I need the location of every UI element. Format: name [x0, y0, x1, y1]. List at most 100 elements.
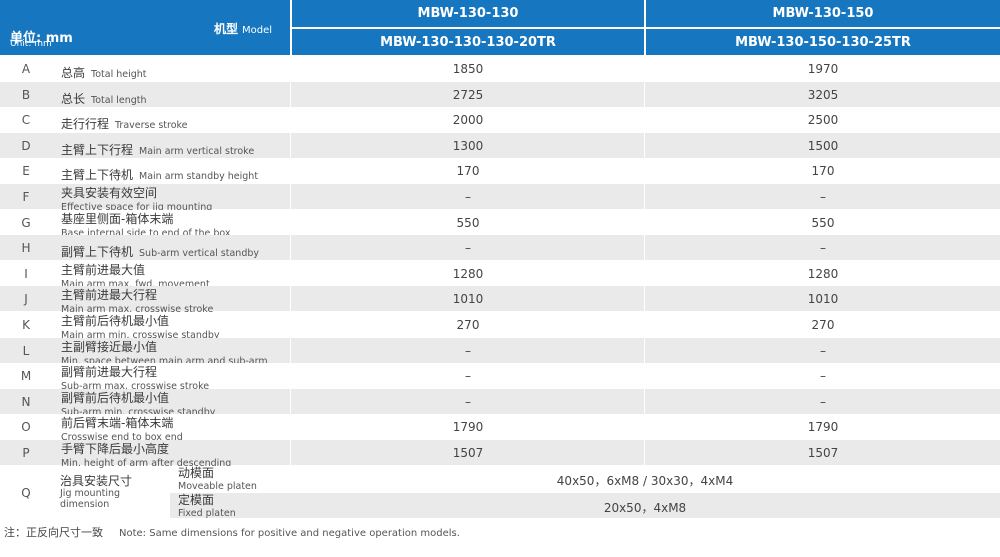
- table-row: H 副臂上下待机 Sub-arm vertical standby – –: [0, 235, 1000, 260]
- col2-value: 1790: [807, 420, 839, 434]
- row-label: 总长 Total length: [61, 88, 147, 107]
- column-divider: [290, 133, 291, 158]
- column-divider: [290, 261, 291, 286]
- col1-value: 1280: [452, 267, 484, 281]
- fixed-platen-label: 定模面 Fixed platen: [178, 494, 236, 519]
- col1-value: –: [465, 241, 471, 255]
- column-divider: [290, 107, 291, 132]
- row-label: 副臂前后待机最小值 Sub-arm min. crosswise standby: [61, 391, 215, 418]
- col1-model-top: MBW-130-130: [292, 0, 644, 27]
- row-letter: A: [21, 62, 31, 76]
- row-letter: E: [22, 164, 30, 178]
- table-row: F 夹具安装有效空间 Effective space for jig mountin…: [0, 184, 1000, 213]
- unit-label-cn: 单位: mm: [10, 31, 73, 46]
- column-divider: [290, 389, 291, 414]
- row-label-en: Crosswise end to box end: [61, 432, 183, 443]
- col2-value: –: [820, 344, 826, 358]
- column-divider: [644, 261, 645, 286]
- column-divider: [644, 56, 645, 81]
- column-divider: [290, 338, 291, 363]
- model-label-cn: 机型: [213, 22, 238, 36]
- footnote-cn: 注：正反向尺寸一致: [4, 526, 103, 539]
- row-label-en: Main arm vertical stroke: [139, 146, 255, 157]
- moveable-platen-cn: 动模面: [178, 466, 215, 480]
- col1-value: 550: [456, 216, 480, 230]
- row-letter: F: [22, 190, 30, 204]
- col1-value: –: [465, 190, 471, 204]
- row-label-en: Base internal side to end of the box: [61, 228, 231, 239]
- table-row: J 主臂前进最大行程 Main arm max. crosswise stroke 1…: [0, 286, 1000, 315]
- row-letter: J: [24, 292, 28, 306]
- column-divider: [290, 210, 291, 235]
- col2-value: 1280: [807, 267, 839, 281]
- col2-value: 3205: [807, 88, 839, 102]
- row-label-en: Min. space between main arm and sub-arm: [61, 356, 268, 367]
- row-label-en: Min. height of arm after descending: [61, 458, 232, 469]
- column-divider: [290, 312, 291, 337]
- row-label-cn: 手臂下降后最小高度: [61, 442, 170, 456]
- row-label-en: Effective space for jig mounting: [61, 202, 213, 213]
- row-label-cn: 基座里侧面-箱体末端: [61, 212, 174, 226]
- col1-value: 170: [456, 164, 480, 178]
- row-letter: G: [21, 216, 31, 230]
- moveable-platen-value: 40x50，6xM8 / 30x30，4xM4: [556, 474, 734, 488]
- row-label: 总高 Total height: [61, 62, 147, 81]
- table-row: A 总高 Total height 1850 1970: [0, 56, 1000, 81]
- row-label: 夹具安装有效空间 Effective space for jig mounting: [61, 186, 212, 213]
- col2-value: –: [820, 241, 826, 255]
- col1-value: 1507: [452, 446, 484, 460]
- col2-value: 170: [811, 164, 835, 178]
- col1-value: –: [465, 369, 471, 383]
- row-label-en: Main arm min. crosswise standby: [61, 330, 220, 341]
- row-label-en: Traverse stroke: [115, 120, 188, 131]
- column-divider: [644, 363, 645, 388]
- row-letter: L: [22, 344, 30, 358]
- row-letter: K: [22, 318, 30, 332]
- row-label-cn: 副臂前进最大行程: [61, 365, 158, 379]
- fixed-platen-en: Fixed platen: [178, 508, 236, 519]
- col2-model-top: MBW-130-150: [646, 0, 1000, 27]
- row-letter: N: [21, 395, 31, 409]
- column-divider: [644, 82, 645, 107]
- row-label-cn: 主臂上下行程: [61, 143, 134, 157]
- column-divider: [644, 133, 645, 158]
- moveable-platen-en: Moveable platen: [178, 481, 257, 492]
- row-label-cn: 夹具安装有效空间: [61, 186, 158, 200]
- row-letter: I: [24, 267, 28, 281]
- header-label-cell: 机型 Model 单位: mm Unit: mm: [0, 0, 290, 55]
- row-label-cn: 走行行程: [61, 117, 110, 131]
- column-divider: [644, 440, 645, 465]
- fixed-platen-value: 20x50，4xM8: [603, 501, 687, 515]
- column-divider: [290, 56, 291, 81]
- col2-value: –: [820, 369, 826, 383]
- column-divider: [290, 184, 291, 209]
- row-label: 手臂下降后最小高度 Min. height of arm after descen…: [61, 442, 231, 469]
- row-label-en: Sub-arm vertical standby: [139, 248, 259, 259]
- table-row: O 前后臂末端-箱体末端 Crosswise end to box end 1790 1…: [0, 414, 1000, 443]
- footnote-en: Note: Same dimensions for positive and n…: [119, 528, 460, 539]
- row-label: 走行行程 Traverse stroke: [61, 113, 188, 132]
- row-label-en: Total height: [91, 69, 147, 80]
- row-letter: P: [22, 446, 30, 460]
- row-letter: O: [21, 420, 31, 434]
- row-label-cn: 主副臂接近最小值: [61, 340, 158, 354]
- col1-value: –: [465, 395, 471, 409]
- column-divider: [644, 184, 645, 209]
- row-label: 副臂前进最大行程 Sub-arm max. crosswise stroke: [61, 365, 209, 392]
- row-letter: C: [21, 113, 31, 127]
- jig-label-en: Jig mounting dimension: [60, 488, 121, 510]
- jig-mounting-row: Q 治具安装尺寸 Jig mounting dimension 动模面 Move…: [0, 466, 1000, 519]
- column-divider: [644, 414, 645, 439]
- column-divider: [290, 235, 291, 260]
- row-letter: Q: [21, 486, 31, 500]
- model-label-en: Model: [241, 25, 272, 36]
- jig-label-cn: 治具安装尺寸: [60, 474, 133, 488]
- row-label-en: Sub-arm min. crosswise standby: [61, 407, 216, 418]
- row-label-en: Main arm standby height: [139, 171, 259, 182]
- column-divider: [644, 286, 645, 311]
- table-row: L 主副臂接近最小值 Min. space between main arm and…: [0, 338, 1000, 367]
- row-label: 副臂上下待机 Sub-arm vertical standby: [61, 241, 259, 260]
- row-label-en: Total length: [91, 95, 147, 106]
- table-row: E 主臂上下待机 Main arm standby height 170 170: [0, 158, 1000, 183]
- row-letter: H: [21, 241, 31, 255]
